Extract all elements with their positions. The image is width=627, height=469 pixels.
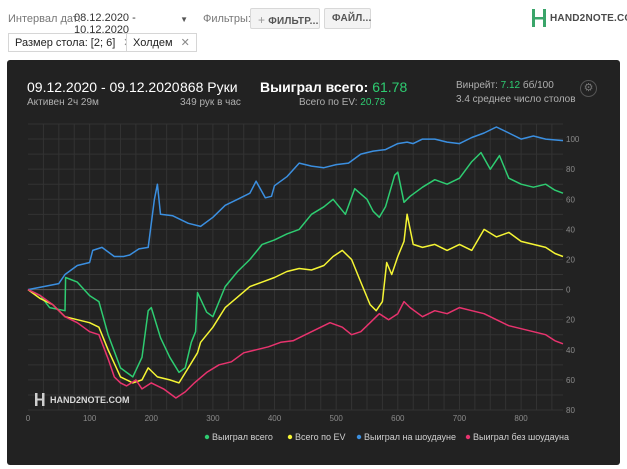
- file-button-label: ФАЙЛ...: [332, 13, 372, 24]
- filter-chip-table-size[interactable]: Размер стола: [2; 6]✕: [8, 33, 140, 52]
- filter-button[interactable]: + ФИЛЬТР...: [250, 8, 320, 29]
- legend-marker: [465, 434, 471, 440]
- x-tick-label: 0: [26, 414, 31, 423]
- filters-label: Фильтры:: [203, 13, 251, 25]
- legend-label: Выиграл на шоудауне: [364, 432, 456, 442]
- x-tick-label: 600: [391, 414, 405, 423]
- watermark-text: HAND2NOTE.COM: [50, 395, 130, 405]
- y-tick-label: 0: [566, 286, 571, 295]
- y-tick-label: 40: [566, 225, 575, 234]
- graph-panel: HAND2NOTE.COM 0 100 200 300 400 500 600 700 800 10…: [7, 60, 620, 465]
- winrate-value: 7.12: [500, 80, 521, 91]
- ev-total-value: 20.78: [360, 97, 386, 108]
- y-tick-label: 60: [566, 195, 575, 204]
- hands-count: 868 Руки: [180, 79, 238, 95]
- x-tick-label: 300: [206, 414, 220, 423]
- logo-text: HAND2NOTE.COM: [550, 12, 627, 24]
- y-tick-label: 100: [566, 135, 580, 144]
- legend-item: Выиграл всего: [204, 432, 273, 442]
- watermark-mark: [42, 393, 45, 406]
- watermark-mark: [37, 398, 42, 401]
- close-icon[interactable]: ✕: [180, 37, 190, 49]
- interval-label: Интервал дат:: [8, 13, 81, 25]
- legend-item: Выиграл без шоудауна: [465, 432, 569, 442]
- x-tick-label: 500: [330, 414, 344, 423]
- won-total-label: Выиграл всего:: [260, 79, 369, 95]
- legend-label: Всего по EV: [295, 432, 345, 442]
- filter-button-label: ФИЛЬТР...: [268, 16, 319, 27]
- y-tick-label: 80: [566, 406, 575, 415]
- y-tick-label: 20: [566, 316, 575, 325]
- plus-icon: +: [258, 13, 266, 27]
- series-line-1: [27, 151, 564, 378]
- watermark-logo: HAND2NOTE.COM: [35, 393, 130, 406]
- file-button[interactable]: ФАЙЛ...: [324, 8, 371, 29]
- x-tick-label: 800: [514, 414, 528, 423]
- y-tick-label: 40: [566, 346, 575, 355]
- chip-label: Размер стола: [2; 6]: [15, 37, 116, 49]
- toolbar: Интервал дат: 08.12.2020 - 10.12.2020 ▼ …: [0, 0, 627, 58]
- y-tick-label: 80: [566, 165, 575, 174]
- legend-marker: [356, 434, 362, 440]
- won-total: Выиграл всего: 61.78: [260, 79, 407, 95]
- legend-item: Выиграл на шоудауне: [356, 432, 456, 442]
- ev-total: Всего по EV: 20.78: [299, 97, 385, 108]
- series-line-2: [27, 213, 564, 384]
- hands-per-hour: 349 рук в час: [180, 97, 241, 108]
- y-tick-label: 20: [566, 255, 575, 264]
- y-tick-label: 60: [566, 376, 575, 385]
- legend-marker: [287, 434, 293, 440]
- brand-logo: HAND2NOTE.COM: [532, 8, 627, 28]
- series-line-4: [27, 288, 564, 399]
- legend-marker: [204, 434, 210, 440]
- winrate-unit: бб/100: [522, 80, 554, 91]
- legend-label: Выиграл всего: [212, 432, 273, 442]
- winrate: Винрейт: 7.12 бб/100: [456, 80, 554, 91]
- x-tick-label: 200: [145, 414, 159, 423]
- won-total-value: 61.78: [372, 79, 408, 95]
- x-tick-label: 400: [268, 414, 282, 423]
- x-tick-label: 700: [453, 414, 467, 423]
- series-line-3: [27, 126, 564, 291]
- x-tick-label: 100: [83, 414, 97, 423]
- watermark-mark: [35, 393, 38, 406]
- session-date-range: 09.12.2020 - 09.12.2020: [27, 79, 180, 95]
- legend-item: Всего по EV: [287, 432, 345, 442]
- chip-label: Холдем: [133, 37, 173, 49]
- chevron-down-icon: ▼: [180, 15, 188, 24]
- logo-icon: [532, 9, 546, 27]
- legend-label: Выиграл без шоудауна: [473, 432, 569, 442]
- winrate-label: Винрейт:: [456, 80, 498, 91]
- filter-chip-holdem[interactable]: Холдем ✕: [126, 33, 197, 52]
- ev-total-label: Всего по EV:: [299, 97, 358, 108]
- gear-icon[interactable]: ⚙: [580, 80, 597, 97]
- average-tables: 3.4 среднее число столов: [456, 94, 576, 105]
- active-time: Активен 2ч 29м: [27, 97, 99, 108]
